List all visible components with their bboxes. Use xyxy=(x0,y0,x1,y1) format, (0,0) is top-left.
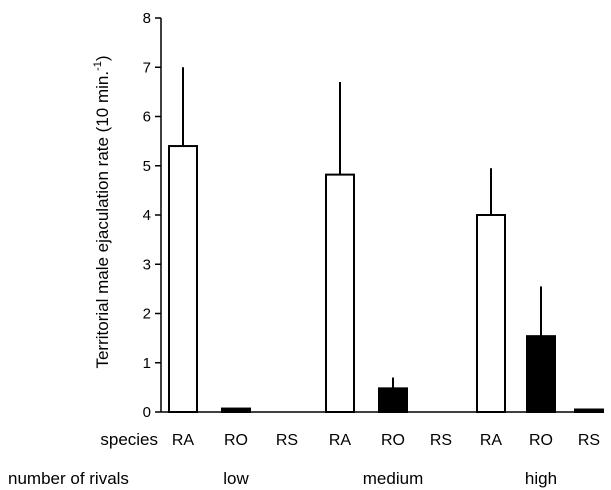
y-axis-label: Territorial male ejaculation rate (10 mi… xyxy=(92,55,112,368)
y-axis-label-main: Territorial male ejaculation rate (10 mi… xyxy=(93,71,112,369)
species-tick-label: RO xyxy=(224,432,248,449)
species-tick-label: RS xyxy=(430,432,452,449)
species-tick-label: RS xyxy=(578,432,600,449)
y-tick-label: 4 xyxy=(143,207,151,224)
bar-ra-low xyxy=(168,145,198,414)
bar-ra-high xyxy=(476,214,506,413)
y-tick-label: 8 xyxy=(143,10,151,27)
bar-ra-medium xyxy=(325,173,355,413)
rivals-row-label: number of rivals xyxy=(8,469,129,488)
bar-ro-low xyxy=(221,407,251,413)
species-tick-label: RA xyxy=(329,432,352,449)
y-axis-label-superscript: -1 xyxy=(92,61,104,71)
y-tick-label: 7 xyxy=(143,59,151,76)
rivals-group-label: low xyxy=(223,469,249,488)
bar-ro-medium xyxy=(378,387,408,413)
species-row-label: species xyxy=(100,430,158,449)
rivals-group-label: medium xyxy=(363,469,423,488)
y-tick-label: 2 xyxy=(143,306,151,323)
species-tick-label: RA xyxy=(480,432,503,449)
bar-ro-high xyxy=(526,335,556,413)
y-tick-label: 5 xyxy=(143,158,151,175)
species-tick-label: RO xyxy=(529,432,553,449)
species-tick-label: RA xyxy=(172,432,195,449)
y-tick-label: 0 xyxy=(143,404,151,421)
y-tick-label: 1 xyxy=(143,355,151,372)
species-tick-label: RS xyxy=(276,432,298,449)
y-axis-label-close: ) xyxy=(93,55,112,61)
rivals-group-label: high xyxy=(525,469,557,488)
bar-rs-high xyxy=(574,408,604,413)
y-tick-label: 3 xyxy=(143,256,151,273)
svg-text:Territorial male ejaculation r: Territorial male ejaculation rate (10 mi… xyxy=(92,55,112,368)
plot-area: 0 1 2 3 4 5 6 7 8 RA RO RS low RA RO RS medium RA RO RS high xyxy=(143,10,604,488)
species-tick-label: RO xyxy=(381,432,405,449)
y-tick-label: 6 xyxy=(143,109,151,126)
